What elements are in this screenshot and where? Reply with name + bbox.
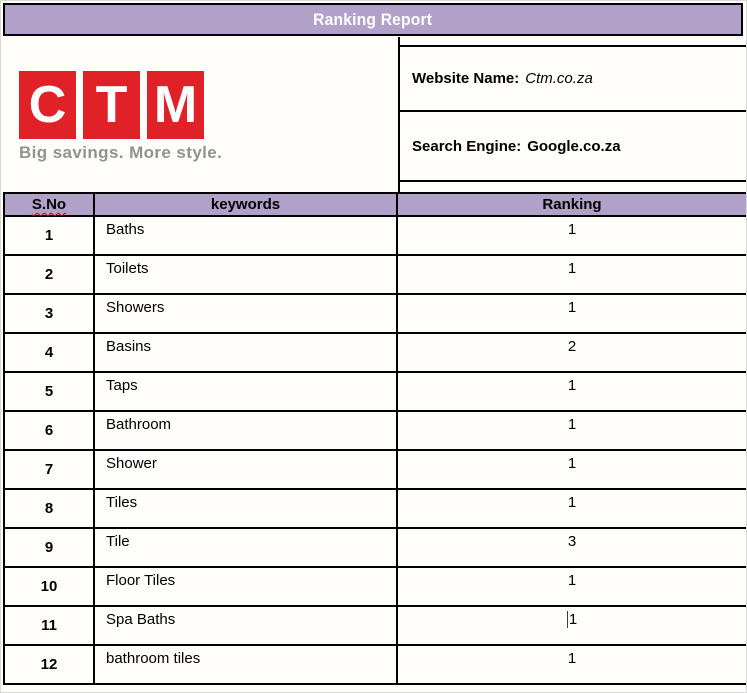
keyword-cell[interactable]: Taps <box>93 371 398 412</box>
keyword-cell[interactable]: Tiles <box>93 488 398 529</box>
ranking-cell[interactable]: 2 <box>396 332 746 373</box>
table-row: 11 Spa Baths 1 <box>3 605 746 646</box>
logo-block-c: C <box>19 71 76 139</box>
sno-cell[interactable]: 7 <box>3 449 95 490</box>
sno-cell[interactable]: 12 <box>3 644 95 685</box>
table-row: 6 Bathroom 1 <box>3 410 746 451</box>
ranking-cell[interactable]: 1 <box>396 566 746 607</box>
table-row: 8 Tiles 1 <box>3 488 746 529</box>
ranking-cell[interactable]: 1 <box>396 605 746 646</box>
table-row: 7 Shower 1 <box>3 449 746 490</box>
logo-block-m: M <box>147 71 204 139</box>
table-row: 2 Toilets 1 <box>3 254 746 295</box>
keyword-cell[interactable]: Floor Tiles <box>93 566 398 607</box>
table-row: 12 bathroom tiles 1 <box>3 644 746 685</box>
sno-cell[interactable]: 9 <box>3 527 95 568</box>
ranking-table: S.No keywords Ranking 1 Baths 1 2 Toilets 1 3 S… <box>3 192 746 685</box>
website-name-value: Ctm.co.za <box>525 70 593 87</box>
ranking-cell[interactable]: 1 <box>396 293 746 334</box>
keyword-cell[interactable]: Basins <box>93 332 398 373</box>
table-row: 1 Baths 1 <box>3 215 746 256</box>
table-row: 3 Showers 1 <box>3 293 746 334</box>
column-header-keywords: keywords <box>93 192 398 217</box>
keyword-cell[interactable]: bathroom tiles <box>93 644 398 685</box>
sno-cell[interactable]: 5 <box>3 371 95 412</box>
column-header-ranking: Ranking <box>396 192 746 217</box>
sno-cell[interactable]: 4 <box>3 332 95 373</box>
sno-cell[interactable]: 2 <box>3 254 95 295</box>
column-header-sno: S.No <box>3 192 95 217</box>
sno-cell[interactable]: 3 <box>3 293 95 334</box>
ranking-cell[interactable]: 1 <box>396 410 746 451</box>
ranking-cell[interactable]: 1 <box>396 488 746 529</box>
search-engine-cell[interactable]: Search Engine: Google.co.za <box>400 112 746 182</box>
table-row: 4 Basins 2 <box>3 332 746 373</box>
title-bar: Ranking Report <box>3 3 743 36</box>
sno-header-label: S.No <box>31 196 67 213</box>
table-body: 1 Baths 1 2 Toilets 1 3 Showers 1 4 Basins 2 5 Taps 1 6… <box>3 215 746 685</box>
search-engine-label: Search Engine: <box>412 137 522 155</box>
keyword-cell[interactable]: Showers <box>93 293 398 334</box>
sno-cell[interactable]: 10 <box>3 566 95 607</box>
table-row: 5 Taps 1 <box>3 371 746 412</box>
ranking-cell[interactable]: 1 <box>396 215 746 256</box>
site-info: Website Name: Ctm.co.za Search Engine: G… <box>400 45 746 182</box>
keyword-cell[interactable]: Baths <box>93 215 398 256</box>
ranking-cell[interactable]: 1 <box>396 371 746 412</box>
keyword-cell[interactable]: Spa Baths <box>93 605 398 646</box>
sno-cell[interactable]: 6 <box>3 410 95 451</box>
search-engine-value: Google.co.za <box>527 137 621 155</box>
website-name-cell[interactable]: Website Name: Ctm.co.za <box>400 45 746 112</box>
ranking-cell[interactable]: 1 <box>396 644 746 685</box>
text-cursor <box>566 610 568 628</box>
logo-tagline: Big savings. More style. <box>19 143 223 162</box>
sno-cell[interactable]: 8 <box>3 488 95 529</box>
table-row: 10 Floor Tiles 1 <box>3 566 746 607</box>
ctm-logo: C T M <box>19 71 204 139</box>
ranking-cell[interactable]: 1 <box>396 254 746 295</box>
page-title: Ranking Report <box>313 9 433 29</box>
ranking-value: 1 <box>568 611 578 628</box>
keyword-cell[interactable]: Tile <box>93 527 398 568</box>
sno-cell[interactable]: 11 <box>3 605 95 646</box>
keyword-cell[interactable]: Bathroom <box>93 410 398 451</box>
logo-block-t: T <box>83 71 140 139</box>
ranking-cell[interactable]: 1 <box>396 449 746 490</box>
keyword-cell[interactable]: Toilets <box>93 254 398 295</box>
table-header-row: S.No keywords Ranking <box>3 192 746 217</box>
ranking-cell[interactable]: 3 <box>396 527 746 568</box>
keyword-cell[interactable]: Shower <box>93 449 398 490</box>
vertical-divider <box>398 37 400 192</box>
website-name-label: Website Name: <box>412 70 520 87</box>
table-row: 9 Tile 3 <box>3 527 746 568</box>
sno-cell[interactable]: 1 <box>3 215 95 256</box>
